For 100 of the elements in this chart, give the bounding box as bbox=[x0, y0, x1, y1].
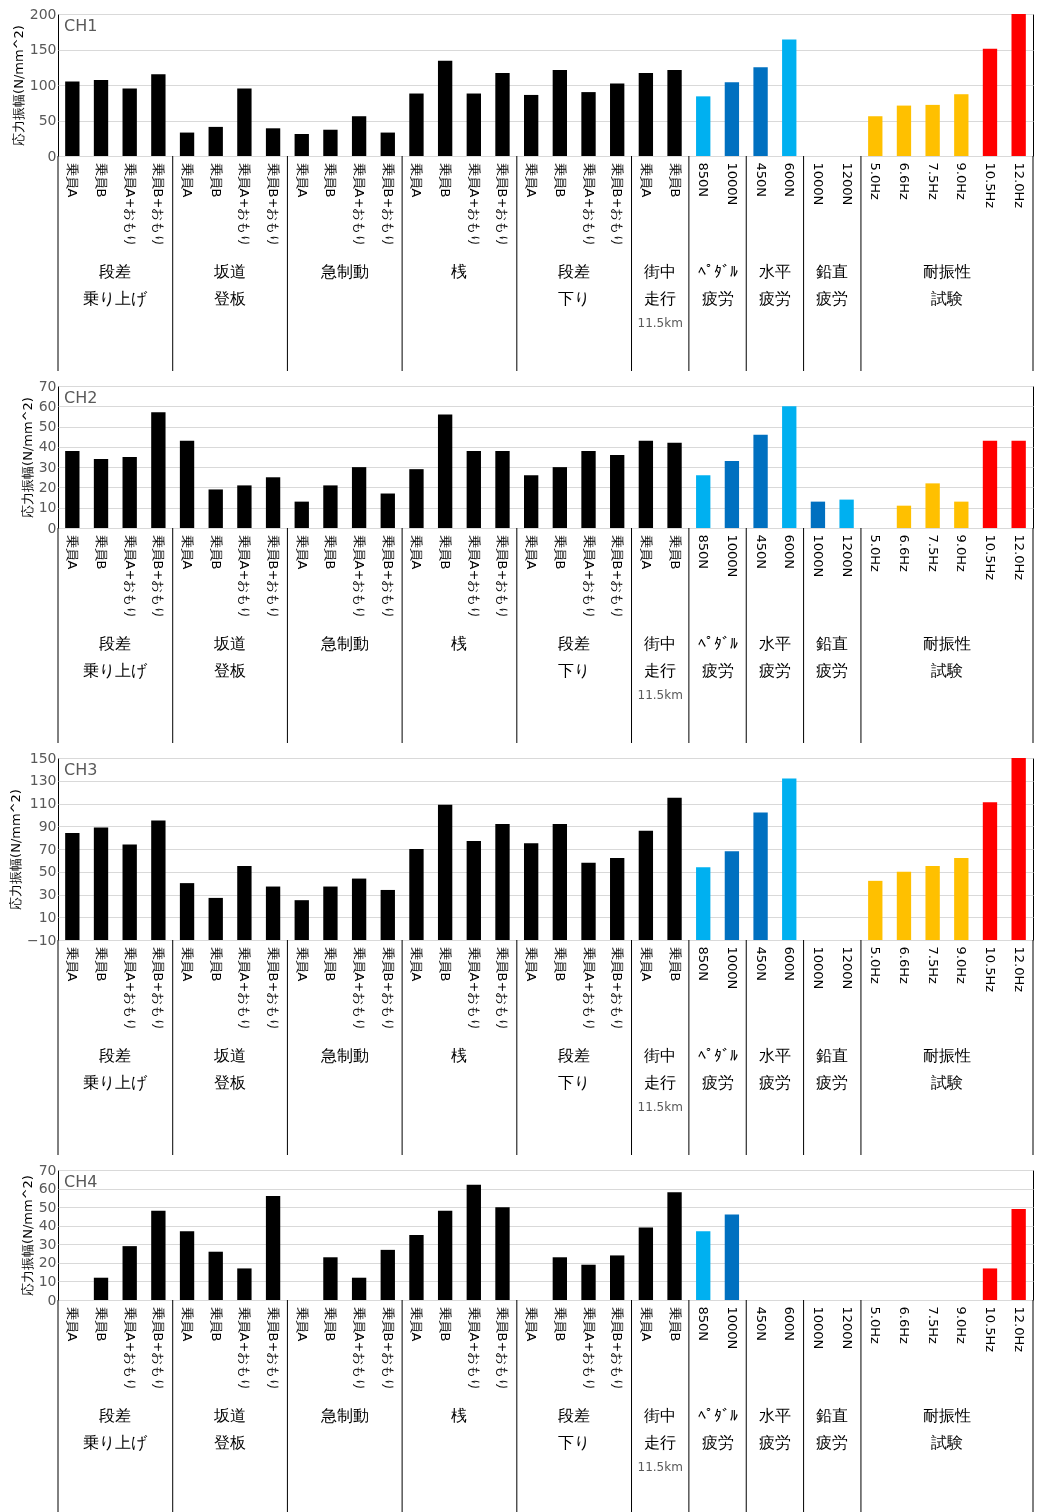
y-tick-label: 70 bbox=[38, 1161, 57, 1178]
text: 急制動 bbox=[319, 634, 369, 653]
bar bbox=[380, 889, 395, 940]
x-tick-label: 9.0Hz bbox=[954, 534, 970, 572]
x-tick-label: 12.0Hz bbox=[1011, 162, 1027, 209]
bar bbox=[696, 867, 711, 940]
x-tick-label: 6.6Hz bbox=[896, 946, 912, 984]
text: 登板 bbox=[214, 1433, 247, 1452]
y-tick-label: 50 bbox=[38, 418, 57, 435]
y-tick-label: 30 bbox=[38, 458, 57, 475]
bar bbox=[237, 88, 252, 156]
x-tick-label: 乗員B bbox=[667, 1306, 683, 1342]
bar bbox=[237, 485, 252, 528]
text: 坂道 bbox=[213, 262, 247, 281]
bar bbox=[179, 883, 195, 940]
bar bbox=[437, 60, 453, 156]
bar bbox=[896, 505, 912, 528]
x-tick-label: 乗員B bbox=[208, 534, 224, 570]
bar bbox=[93, 80, 109, 156]
text: 11.5km bbox=[637, 688, 683, 702]
bar bbox=[667, 70, 682, 156]
bar bbox=[982, 440, 998, 528]
bar bbox=[753, 434, 768, 528]
x-tick-label: 450N bbox=[753, 946, 769, 982]
text: 段差 bbox=[558, 1046, 591, 1065]
bar bbox=[437, 414, 453, 528]
bar bbox=[380, 493, 395, 528]
x-tick-label: 乗員A bbox=[294, 946, 310, 982]
x-tick-label: 乗員B bbox=[438, 1306, 454, 1342]
text: 耐振性 bbox=[922, 262, 971, 281]
bar bbox=[237, 1268, 252, 1300]
x-tick-label: 850N bbox=[696, 534, 712, 570]
x-tick-label: 乗員B bbox=[552, 162, 568, 198]
x-tick-label: 乗員A+おもり bbox=[237, 946, 253, 1032]
x-tick-label: 乗員B bbox=[552, 946, 568, 982]
y-tick-label: 50 bbox=[38, 1198, 57, 1215]
x-tick-label: 乗員B+おもり bbox=[151, 534, 167, 620]
x-tick-label: 乗員A+おもり bbox=[352, 534, 368, 620]
x-tick-label: 乗員B bbox=[667, 162, 683, 198]
bar bbox=[552, 823, 568, 940]
x-tick-label: 600N bbox=[782, 1306, 798, 1342]
text: 段差 bbox=[99, 634, 132, 653]
x-tick-label: 7.5Hz bbox=[925, 1306, 941, 1344]
y-tick-label: −10 bbox=[26, 931, 57, 948]
y-axis-title: 応力振幅(N/mm^2) bbox=[19, 1175, 35, 1296]
bar bbox=[552, 467, 568, 528]
text: 街中 bbox=[644, 1406, 677, 1425]
y-tick-label: 30 bbox=[38, 1235, 57, 1252]
x-tick-label: 450N bbox=[753, 162, 769, 198]
x-tick-label: 10.5Hz bbox=[982, 946, 998, 993]
x-tick-label: 乗員A+おもり bbox=[581, 162, 597, 248]
x-tick-label: 12.0Hz bbox=[1011, 534, 1027, 581]
bar bbox=[151, 1210, 166, 1300]
x-tick-label: 1000N bbox=[724, 162, 740, 206]
text: 試験 bbox=[930, 1073, 963, 1092]
y-tick-label: 10 bbox=[38, 1272, 57, 1289]
bar bbox=[581, 92, 596, 156]
bar bbox=[696, 475, 711, 528]
x-tick-label: 450N bbox=[753, 1306, 769, 1342]
bar bbox=[151, 820, 166, 940]
bar bbox=[351, 467, 367, 528]
text: 走行 bbox=[644, 1433, 677, 1452]
text: 疲労 bbox=[701, 1073, 734, 1092]
y-tick-label: 50 bbox=[38, 863, 57, 880]
bar bbox=[409, 93, 424, 156]
x-tick-label: 乗員A bbox=[65, 1306, 81, 1342]
text: ﾍﾟﾀﾞﾙ bbox=[697, 634, 738, 653]
bar bbox=[151, 412, 166, 528]
text: 坂道 bbox=[213, 1406, 247, 1425]
y-tick-label: 70 bbox=[38, 840, 57, 857]
bar bbox=[208, 126, 223, 156]
bar bbox=[409, 469, 424, 528]
text: 耐振性 bbox=[922, 1046, 971, 1065]
y-tick-label: 60 bbox=[38, 1180, 57, 1197]
x-tick-label: 乗員B+おもり bbox=[266, 162, 282, 248]
x-tick-label: 乗員A bbox=[409, 1306, 425, 1342]
text: 水平 bbox=[758, 1406, 791, 1425]
y-axis-title: 応力振幅(N/mm^2) bbox=[7, 789, 23, 910]
bar bbox=[925, 104, 940, 156]
bar bbox=[122, 88, 137, 156]
x-tick-label: 450N bbox=[753, 534, 769, 570]
text: 桟 bbox=[451, 634, 468, 653]
y-tick-label: 40 bbox=[38, 1217, 57, 1234]
y-tick-label: 10 bbox=[38, 499, 57, 516]
y-tick-label: 20 bbox=[38, 1254, 57, 1271]
bar bbox=[65, 833, 80, 940]
text: 街中 bbox=[644, 1046, 677, 1065]
y-tick-label: 110 bbox=[29, 795, 57, 811]
bar bbox=[581, 1264, 596, 1300]
bar bbox=[122, 1246, 137, 1300]
y-tick-label: 130 bbox=[29, 772, 57, 789]
text: 桟 bbox=[451, 1046, 468, 1065]
bar bbox=[179, 132, 195, 156]
x-tick-label: 850N bbox=[696, 946, 712, 982]
x-tick-label: 600N bbox=[782, 162, 798, 198]
bar bbox=[696, 96, 711, 156]
x-tick-label: 1000N bbox=[724, 1306, 740, 1350]
x-tick-label: 乗員A+おもり bbox=[122, 162, 138, 248]
x-tick-label: 7.5Hz bbox=[925, 162, 941, 200]
x-tick-label: 乗員A+おもり bbox=[237, 1306, 253, 1392]
